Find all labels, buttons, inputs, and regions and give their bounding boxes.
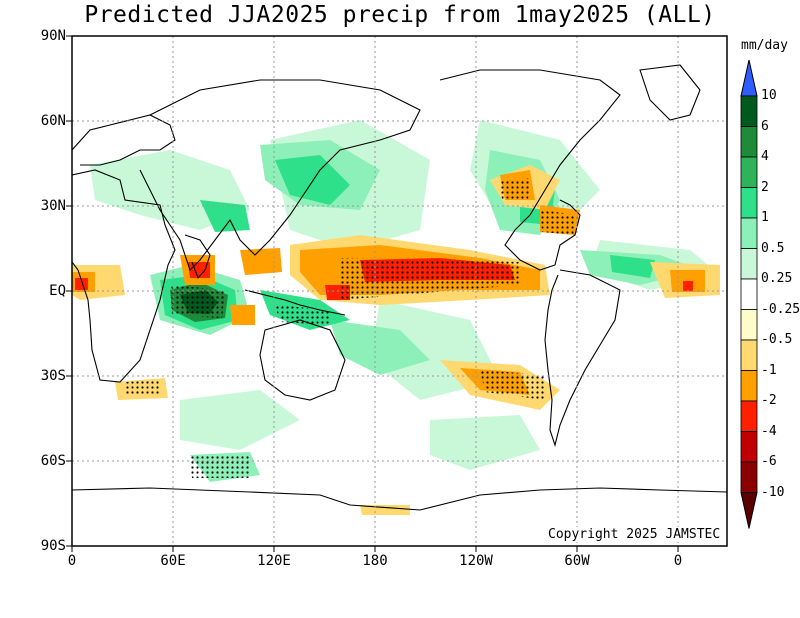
colorbar-segment xyxy=(740,278,758,310)
colorbar-segment xyxy=(740,187,758,219)
x-label-0-east: 0 xyxy=(673,553,683,569)
coastline-asia xyxy=(139,79,421,272)
colorbar-segment xyxy=(740,95,758,127)
significance-stippling xyxy=(170,285,225,318)
colorbar-label: -2 xyxy=(761,393,777,408)
colorbar-label: -4 xyxy=(761,423,777,439)
dry-anomaly-light xyxy=(360,505,410,515)
colorbar-label: 0.5 xyxy=(761,240,785,256)
x-label-120w: 120W xyxy=(459,553,493,569)
colorbar-segment xyxy=(740,156,758,188)
coastline-africa xyxy=(72,169,176,383)
coastline-antarctica xyxy=(72,487,727,511)
significance-stippling xyxy=(480,370,545,400)
coastline-australia xyxy=(259,319,346,401)
significance-stippling xyxy=(500,178,530,200)
colorbar-segment xyxy=(740,309,758,341)
wet-anomaly-strong xyxy=(610,255,655,278)
dry-anomaly xyxy=(240,248,282,275)
colorbar-segment xyxy=(740,248,758,280)
y-label-30n: 30N xyxy=(40,198,66,214)
colorbar-lower-arrow xyxy=(740,492,758,529)
map-grid xyxy=(72,36,727,546)
y-label-60n: 60N xyxy=(40,113,66,129)
colorbar-segment xyxy=(740,370,758,402)
colorbar-label: 4 xyxy=(761,149,769,164)
wet-anomaly-light xyxy=(180,390,300,450)
significance-stippling xyxy=(190,455,250,478)
wet-anomaly-strong xyxy=(275,155,350,205)
y-label-90n: 90N xyxy=(40,28,66,44)
significance-stippling xyxy=(275,305,330,325)
colorbar-units: mm/day xyxy=(741,38,788,53)
colorbar-segment xyxy=(740,431,758,463)
colorbar-label: -6 xyxy=(761,454,777,469)
x-label-60e: 60E xyxy=(160,553,186,569)
x-label-0: 0 xyxy=(67,553,77,569)
wet-anomaly-light xyxy=(430,415,540,470)
coastline-greenland xyxy=(639,64,701,121)
colorbar-segment xyxy=(740,126,758,158)
coastline-india xyxy=(184,234,211,280)
colorbar-segment xyxy=(740,217,758,249)
colorbar-label: 2 xyxy=(761,179,769,195)
y-label-90s: 90S xyxy=(40,538,66,554)
dry-anomaly-strong xyxy=(683,281,693,291)
copyright-notice: Copyright 2025 JAMSTEC xyxy=(546,527,723,542)
colorbar xyxy=(740,59,758,529)
coastline-north-america xyxy=(439,69,621,271)
dry-anomaly xyxy=(230,305,255,325)
colorbar-label: -1 xyxy=(761,362,777,378)
colorbar-label: 6 xyxy=(761,118,769,134)
colorbar-label: 0.25 xyxy=(761,271,793,286)
colorbar-label: 1 xyxy=(761,210,769,225)
wet-anomaly-medium xyxy=(330,320,430,375)
wet-anomaly-strong xyxy=(200,200,250,232)
x-label-60w: 60W xyxy=(564,553,590,569)
colorbar-segment xyxy=(740,400,758,432)
colorbar-segment xyxy=(740,339,758,371)
x-label-180: 180 xyxy=(362,553,388,569)
map-title: Predicted JJA2025 precip from 1may2025 (… xyxy=(84,2,716,28)
y-label-60s: 60S xyxy=(40,453,66,469)
y-label-eq: EQ xyxy=(49,283,66,299)
coastline-indonesia xyxy=(244,289,346,316)
colorbar-label: 10 xyxy=(761,88,777,103)
colorbar-label: -0.5 xyxy=(761,332,793,347)
significance-stippling xyxy=(540,210,578,235)
colorbar-segment xyxy=(740,461,758,493)
precip-shading-layer xyxy=(72,120,720,515)
coastlines xyxy=(72,64,727,511)
dry-anomaly-strong xyxy=(75,278,88,290)
significance-stippling xyxy=(125,380,160,396)
coastline-south-america xyxy=(544,269,621,447)
y-label-30s: 30S xyxy=(40,368,66,384)
axis-ticks xyxy=(66,35,679,552)
significance-stippling xyxy=(340,258,520,300)
colorbar-label: -0.25 xyxy=(761,301,800,317)
x-label-120e: 120E xyxy=(257,553,291,569)
colorbar-upper-arrow xyxy=(740,59,758,97)
colorbar-label: -10 xyxy=(761,484,785,500)
